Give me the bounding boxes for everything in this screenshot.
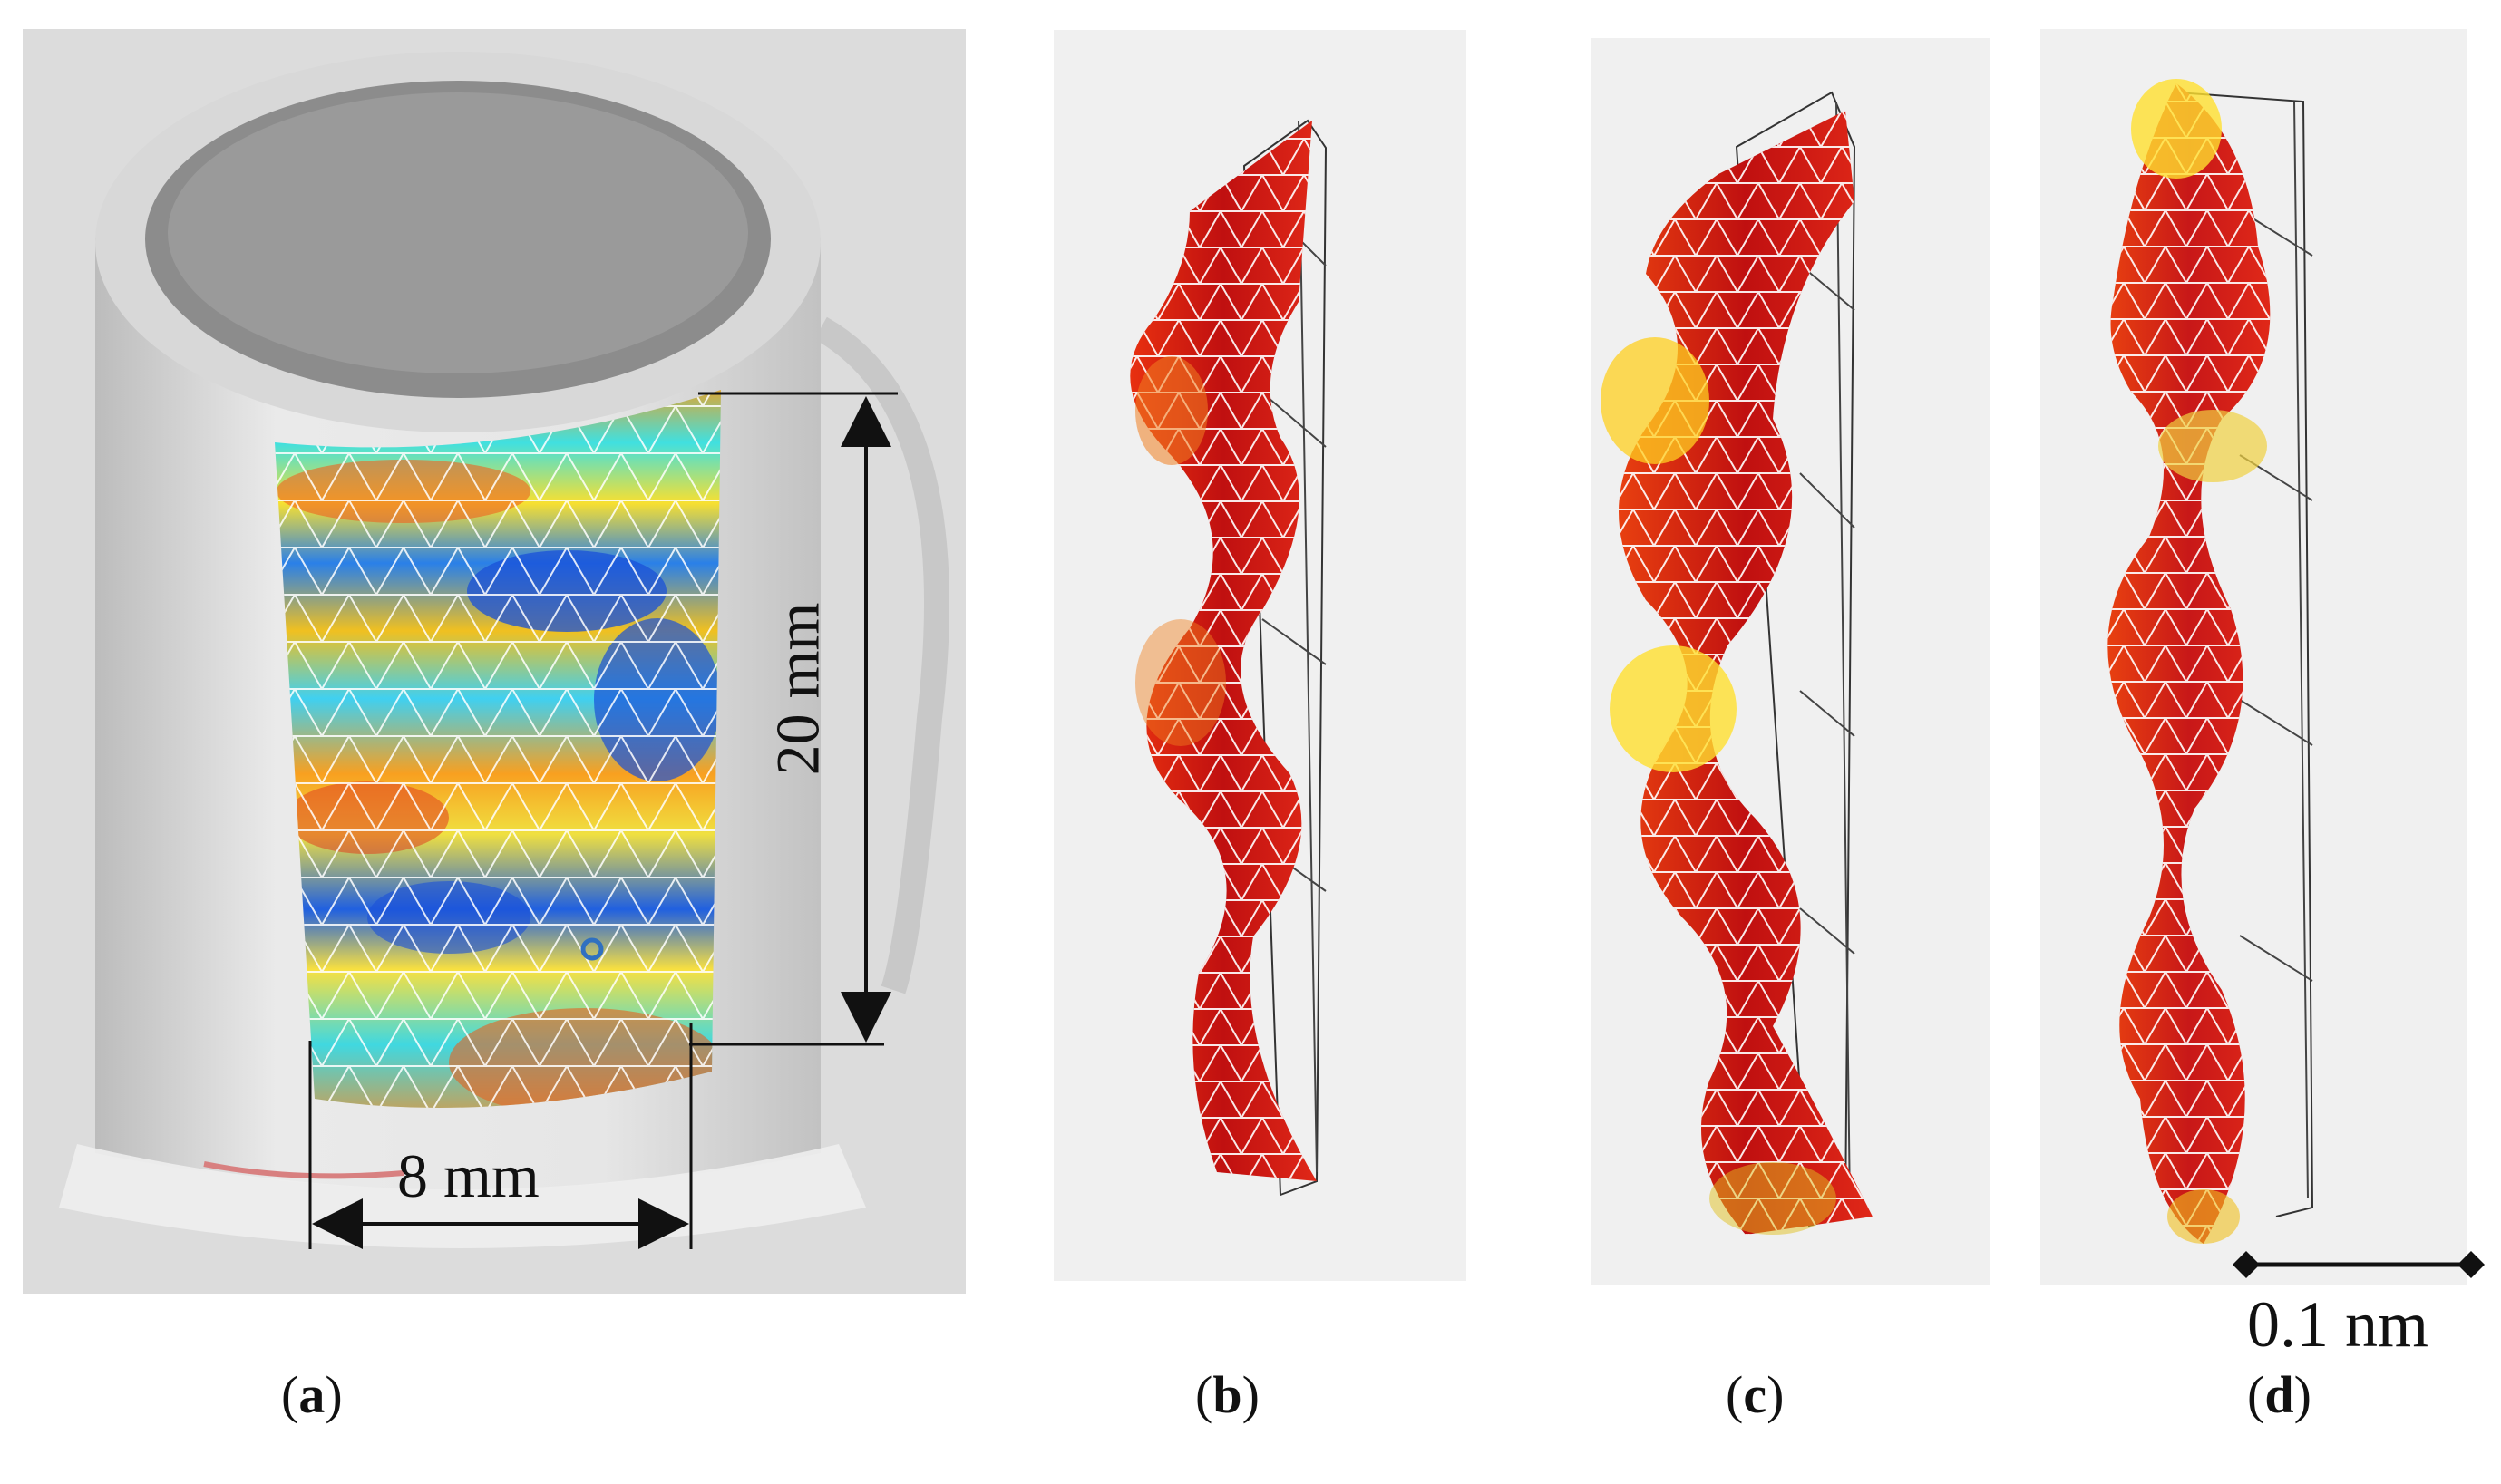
panel-c [1591,38,1990,1285]
height-label: 20 mm [763,602,832,776]
deformation-plot-c [1591,38,1990,1285]
caption-c: (c) [1726,1365,1785,1424]
panel-d [2040,29,2467,1285]
caption-a: (a) [281,1365,343,1424]
scale-bar-label: 0.1 nm [2247,1288,2429,1361]
caption-b: (b) [1195,1365,1260,1424]
deformation-plot-b [1054,30,1466,1281]
deformation-plot-d [2040,29,2467,1285]
scale-bar [2233,1251,2485,1278]
panel-b [1054,30,1466,1281]
width-label: 8 mm [397,1141,540,1210]
caption-d: (d) [2247,1365,2311,1424]
cylinder-photo [23,29,966,1294]
panel-a [23,29,966,1294]
